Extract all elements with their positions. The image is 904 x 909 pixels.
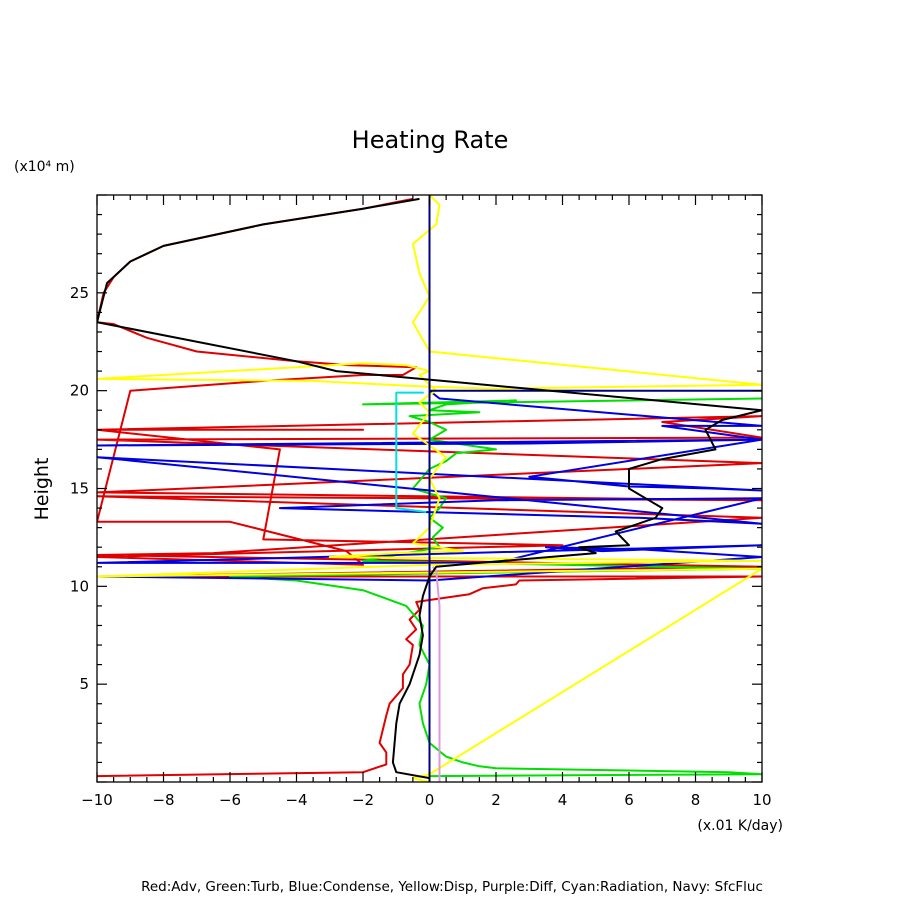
x-tick-label: −6 xyxy=(219,791,241,809)
ticks-layer: −10 −8 −6 −4 −2 0 2 4 6 8 10 5 10 15 20 25 xyxy=(70,194,772,809)
series-line-sfcfluc xyxy=(428,195,762,782)
x-tick-label: 8 xyxy=(691,791,701,809)
y-tick-label: 15 xyxy=(70,480,89,498)
x-tick-label: −2 xyxy=(352,791,374,809)
y-unit-label: (x10⁴ m) xyxy=(14,159,75,175)
x-tick-label: 6 xyxy=(624,791,634,809)
series-line-radiation xyxy=(395,391,427,513)
x-tick-label: −10 xyxy=(81,791,113,809)
series-line-disp xyxy=(97,195,762,782)
y-axis-title: Height xyxy=(31,458,53,521)
x-tick-label: 10 xyxy=(752,791,771,809)
y-tick-label: 25 xyxy=(70,284,89,302)
series-layer xyxy=(97,195,762,782)
y-tick-label: 10 xyxy=(70,577,89,595)
x-tick-label: 4 xyxy=(558,791,568,809)
y-tick-label: 20 xyxy=(70,382,89,400)
y-tick-label: 5 xyxy=(79,675,89,693)
x-unit-label: (x.01 K/day) xyxy=(697,818,783,834)
chart-title: Heating Rate xyxy=(352,126,509,154)
x-tick-label: −8 xyxy=(152,791,174,809)
x-tick-label: 0 xyxy=(425,791,435,809)
x-tick-label: 2 xyxy=(491,791,501,809)
series-line-total xyxy=(97,197,762,780)
x-tick-label: −4 xyxy=(285,791,307,809)
plot-frame xyxy=(96,194,763,783)
legend-footer: Red:Adv, Green:Turb, Blue:Condense, Yell… xyxy=(141,879,763,895)
